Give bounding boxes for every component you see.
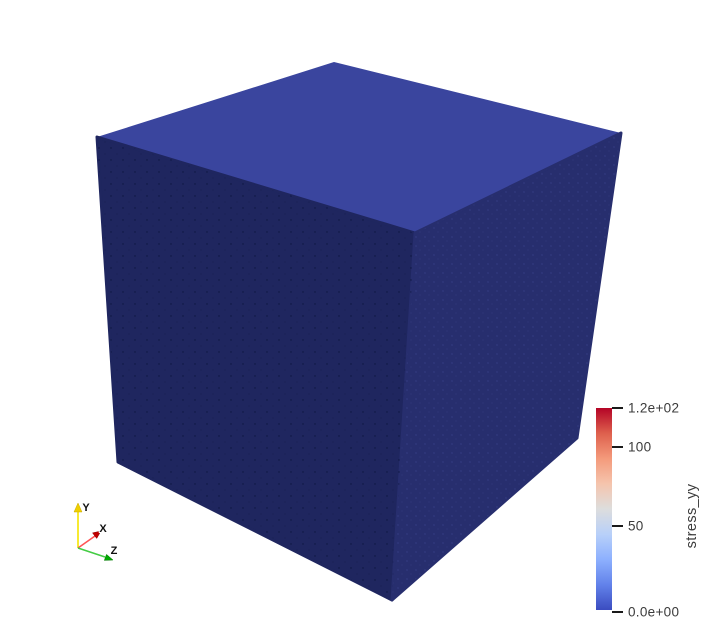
cube-left-face-texture xyxy=(97,137,415,600)
x-axis-arrow-icon xyxy=(92,530,102,539)
z-axis-line xyxy=(77,547,106,558)
y-axis-arrow-icon xyxy=(73,502,83,513)
y-axis-label: Y xyxy=(82,502,90,514)
x-axis-label: X xyxy=(99,523,107,535)
z-axis-arrow-icon xyxy=(103,553,114,561)
cube xyxy=(95,62,623,602)
x-axis-line xyxy=(77,535,96,549)
orientation-axes-widget xyxy=(73,502,114,561)
cube-right-face-texture xyxy=(392,133,621,600)
z-axis-label: Z xyxy=(110,545,118,557)
cube-top-face xyxy=(97,62,621,233)
